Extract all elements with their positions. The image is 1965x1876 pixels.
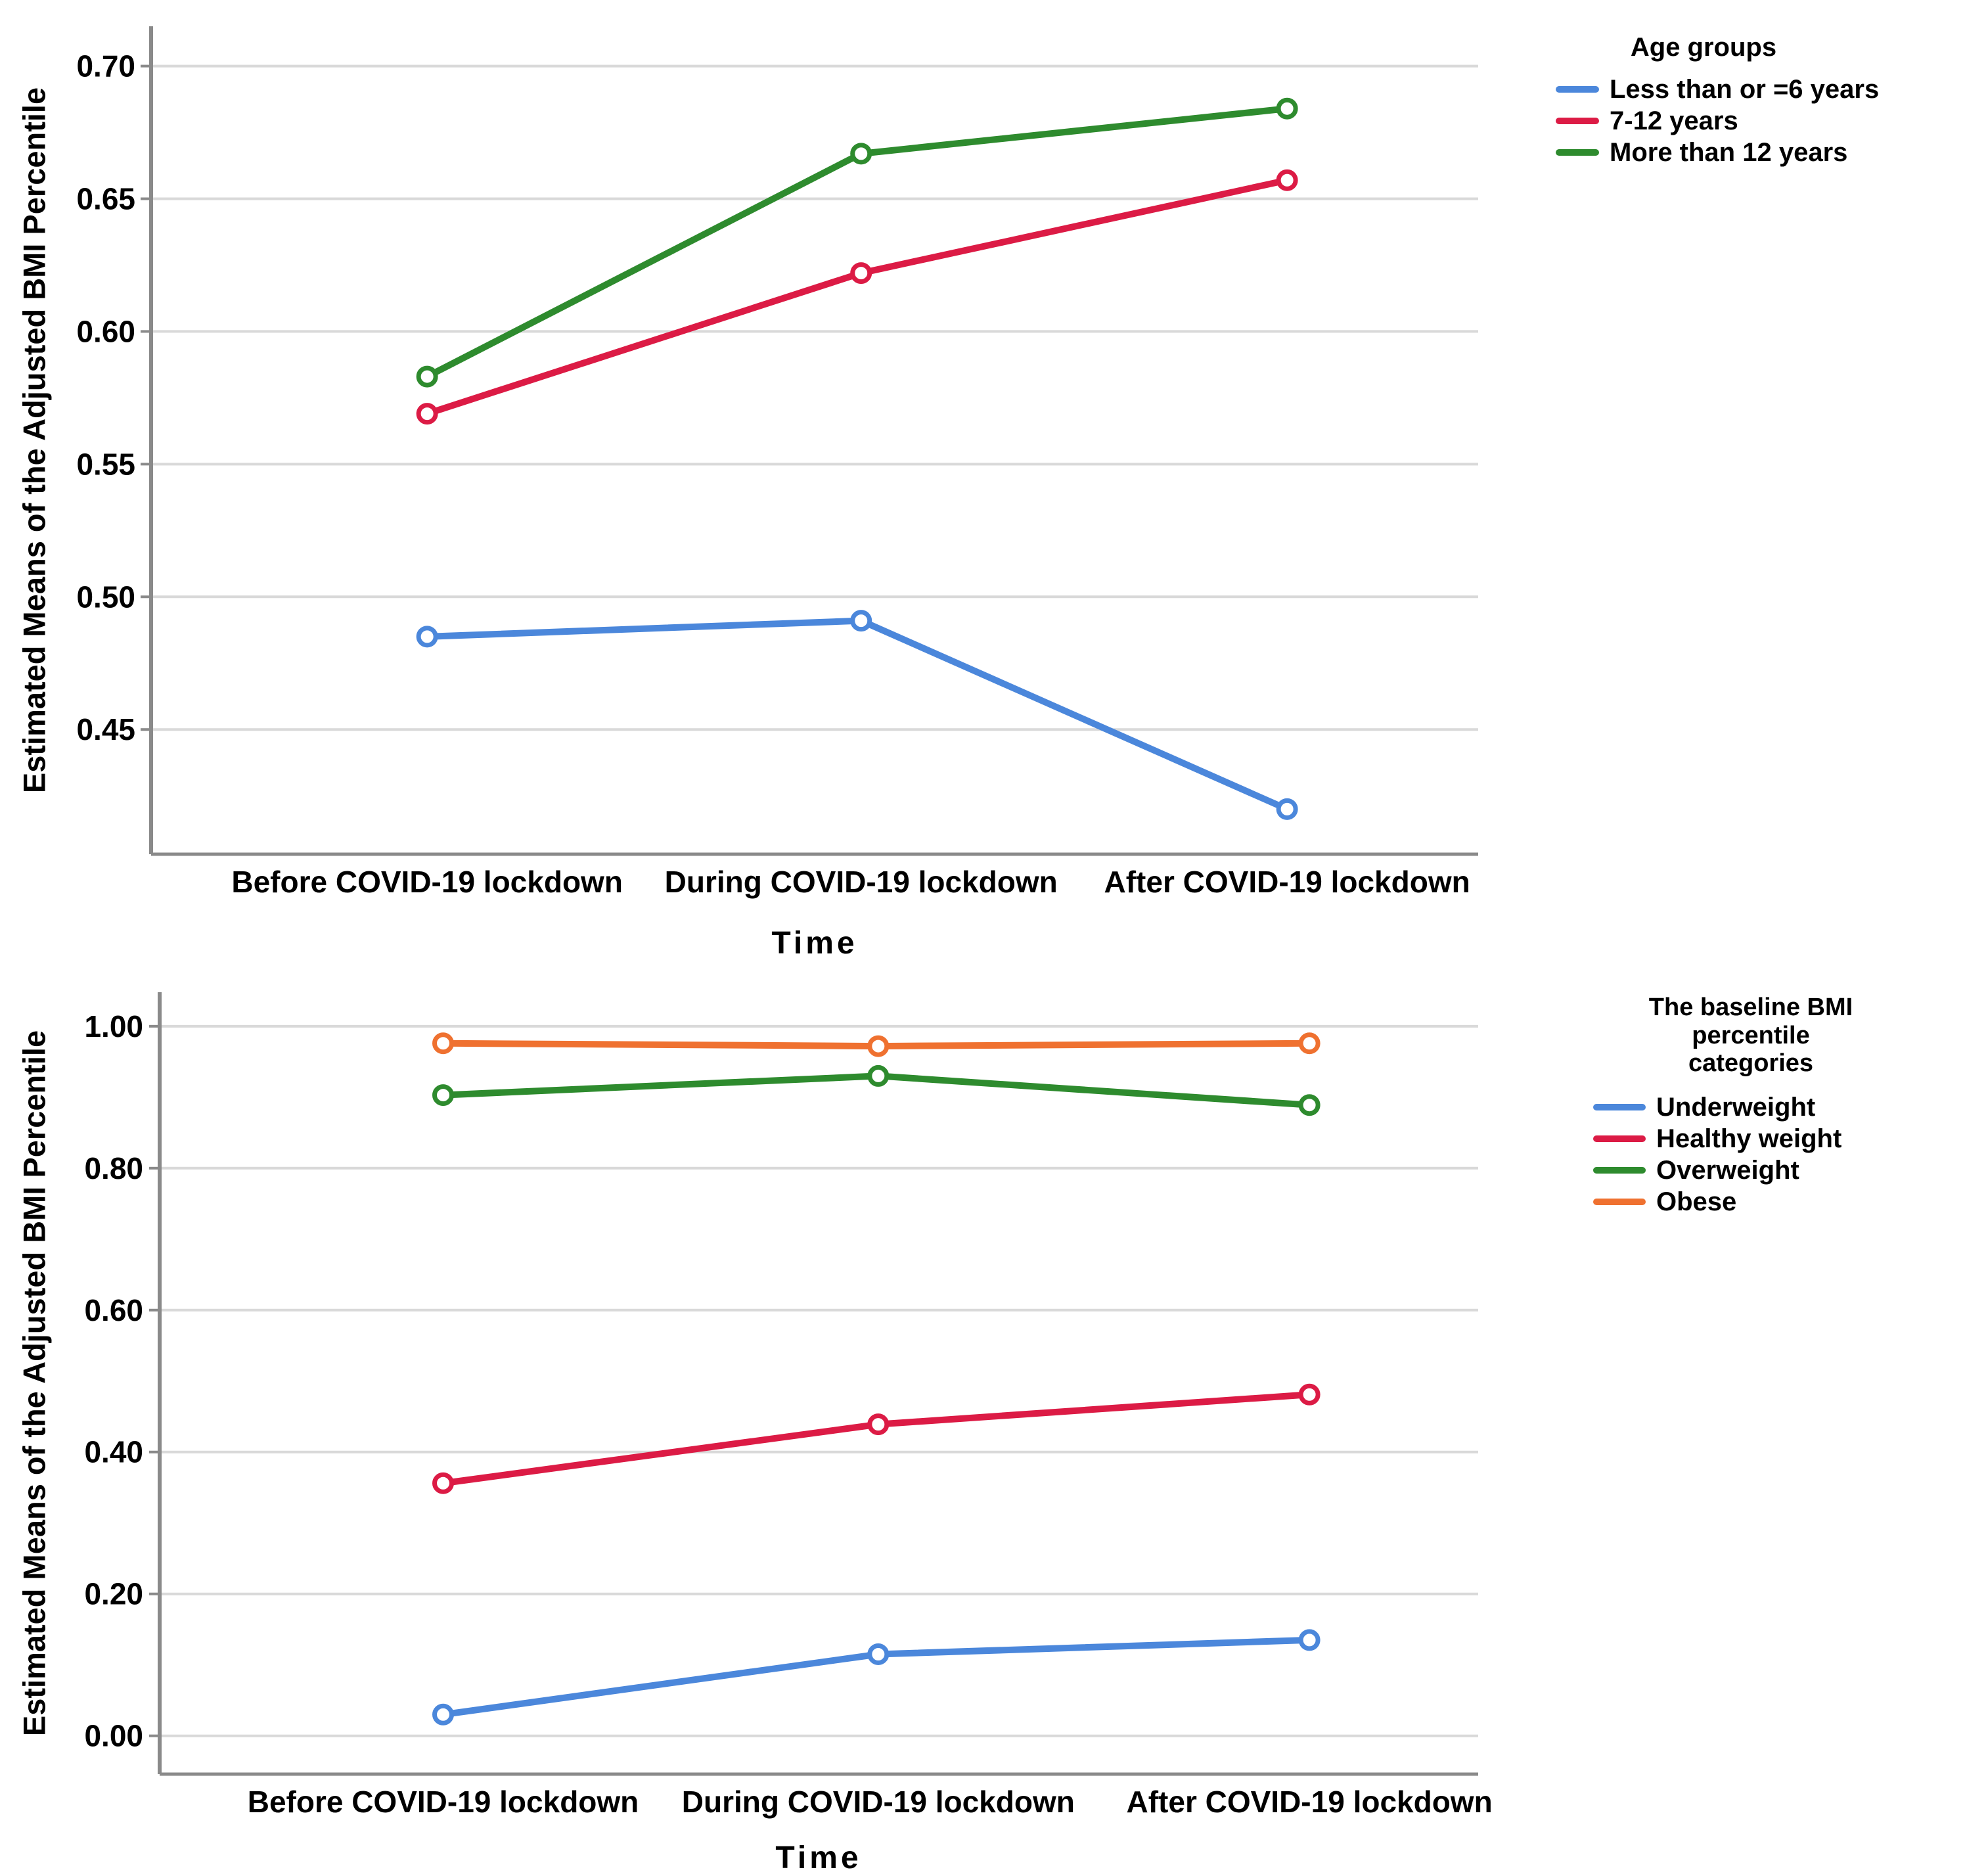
x-tick-label: During COVID-19 lockdown <box>665 865 1058 899</box>
data-point-marker <box>1298 1383 1321 1406</box>
y-tick-label: 0.80 <box>84 1151 143 1185</box>
legend-item-label: Healthy weight <box>1656 1124 1842 1153</box>
y-tick-label: 0.20 <box>84 1577 143 1611</box>
data-point-marker <box>416 403 438 425</box>
legend-line-swatch <box>1556 86 1599 93</box>
x-axis-title: Time <box>771 926 858 961</box>
data-point-marker <box>432 1084 455 1107</box>
legend-item: 7-12 years <box>1556 106 1851 135</box>
legend-title: Age groups <box>1630 33 1777 62</box>
legend-line-swatch <box>1556 118 1599 124</box>
age-groups-legend: Age groups Less than or =6 years 7-12 yea… <box>1556 33 1879 167</box>
data-point-marker <box>1298 1094 1321 1116</box>
series-line <box>424 617 1291 813</box>
legend-item-label: 7-12 years <box>1610 106 1738 135</box>
x-tick-label: Before COVID-19 lockdown <box>231 865 623 899</box>
legend-item: Less than or =6 years <box>1556 76 1879 103</box>
baseline-bmi-legend: The baseline BMI percentile categories U… <box>1593 994 1909 1216</box>
y-tick-label: 0.65 <box>76 182 135 216</box>
y-tick-label: 0.40 <box>84 1435 143 1469</box>
series-line <box>440 1391 1313 1487</box>
legend-line-swatch <box>1593 1198 1646 1205</box>
legend-item-label: Overweight <box>1656 1155 1799 1185</box>
y-tick-label: 0.55 <box>76 447 135 481</box>
data-point-marker <box>867 1064 890 1087</box>
legend-rows: Less than or =6 years 7-12 years More than… <box>1556 76 1879 167</box>
legend-item: Underweight <box>1593 1092 1909 1122</box>
age-groups-plot: 0.70 0.65 0.60 0.55 0.50 0.45 Before COVID-19 … <box>76 26 1478 899</box>
legend-line-swatch <box>1556 149 1599 156</box>
data-point-marker <box>867 1413 890 1436</box>
legend-item: More than 12 years <box>1556 138 1851 167</box>
legend-rows: Underweight Healthy weight Overweight Obese <box>1593 1092 1909 1216</box>
x-tick-label: Before COVID-19 lockdown <box>248 1785 639 1819</box>
data-point-marker <box>1276 798 1298 820</box>
legend-line-swatch <box>1593 1166 1646 1174</box>
data-point-marker <box>432 1703 455 1726</box>
x-tick-label: After COVID-19 lockdown <box>1127 1785 1493 1819</box>
x-tick-label: After COVID-19 lockdown <box>1104 865 1470 899</box>
y-axis-title: Estimated Means of the Adjusted BMI Perc… <box>16 1030 52 1737</box>
y-tick-label: 0.60 <box>76 314 135 348</box>
x-tick-label: During COVID-19 lockdown <box>682 1785 1075 1819</box>
legend-title: The baseline BMI percentile categories <box>1648 994 1853 1078</box>
data-point-marker <box>432 1472 455 1494</box>
data-point-marker <box>432 1032 455 1055</box>
legend-item: Healthy weight <box>1593 1124 1909 1153</box>
y-axis-title: Estimated Means of the Adjusted BMI Perc… <box>16 87 52 794</box>
data-point-marker <box>850 262 872 285</box>
legend-line-swatch <box>1593 1103 1646 1110</box>
legend-item: Overweight <box>1593 1155 1909 1185</box>
y-tick-label: 0.45 <box>76 712 135 746</box>
legend-item: Obese <box>1593 1187 1909 1216</box>
data-point-marker <box>850 610 872 632</box>
data-point-marker <box>867 1643 890 1666</box>
y-tick-label: 1.00 <box>84 1009 143 1043</box>
y-tick-label: 0.50 <box>76 580 135 614</box>
data-point-marker <box>867 1035 890 1057</box>
data-point-marker <box>416 626 438 648</box>
legend-item-label: Underweight <box>1656 1092 1816 1122</box>
legend-item-label: Obese <box>1656 1187 1737 1216</box>
data-point-marker <box>1298 1629 1321 1651</box>
y-tick-label: 0.60 <box>84 1293 143 1327</box>
y-tick-label: 0.70 <box>76 49 135 83</box>
baseline-bmi-plot: 1.00 0.80 0.60 0.40 0.20 0.00 Before COVID-19 … <box>84 992 1493 1819</box>
data-point-marker <box>1276 169 1298 191</box>
data-point-marker <box>850 143 872 165</box>
data-point-marker <box>1298 1032 1321 1055</box>
legend-line-swatch <box>1593 1135 1646 1142</box>
data-point-marker <box>1276 97 1298 120</box>
legend-item-label: More than 12 years <box>1610 138 1848 167</box>
data-point-marker <box>416 365 438 388</box>
series-line <box>424 177 1291 417</box>
legend-item-label: Less than or =6 years <box>1610 75 1880 104</box>
x-axis-title: Time <box>775 1841 862 1875</box>
y-tick-label: 0.00 <box>84 1719 143 1753</box>
